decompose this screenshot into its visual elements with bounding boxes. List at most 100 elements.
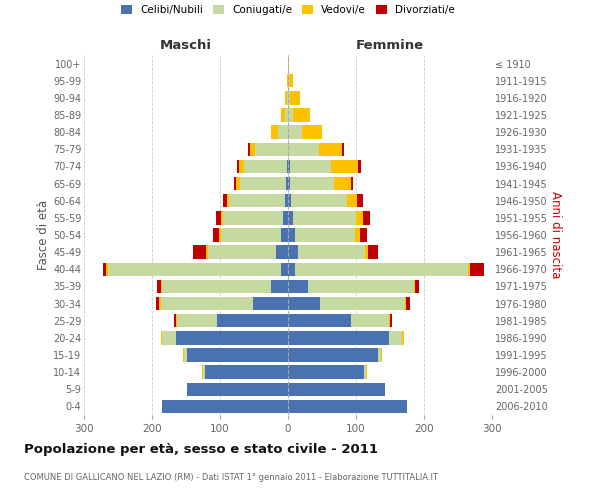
Bar: [236, 177, 240, 190]
Bar: [308, 280, 414, 293]
Bar: [271, 280, 288, 293]
Bar: [288, 366, 364, 379]
Bar: [239, 160, 244, 173]
Bar: [356, 211, 363, 224]
Bar: [288, 262, 295, 276]
Bar: [288, 314, 351, 328]
Bar: [288, 57, 289, 70]
Bar: [389, 331, 402, 344]
Bar: [295, 262, 468, 276]
Bar: [288, 246, 298, 259]
Bar: [288, 382, 385, 396]
Bar: [331, 160, 358, 173]
Bar: [288, 126, 302, 139]
Bar: [287, 160, 288, 173]
Bar: [244, 160, 287, 173]
Bar: [281, 228, 288, 241]
Bar: [206, 246, 208, 259]
Bar: [217, 314, 288, 328]
Bar: [156, 297, 160, 310]
Y-axis label: Anni di nascita: Anni di nascita: [548, 192, 562, 278]
Bar: [288, 91, 290, 104]
Bar: [288, 348, 378, 362]
Bar: [351, 177, 353, 190]
Bar: [176, 314, 177, 328]
Bar: [205, 366, 288, 379]
Bar: [184, 348, 187, 362]
Bar: [358, 160, 361, 173]
Bar: [343, 142, 344, 156]
Bar: [220, 228, 221, 241]
Y-axis label: Fasce di età: Fasce di età: [37, 200, 50, 270]
Bar: [289, 74, 293, 88]
Bar: [287, 74, 288, 88]
Bar: [286, 177, 288, 190]
Bar: [381, 348, 382, 362]
Bar: [248, 142, 250, 156]
Bar: [347, 194, 358, 207]
Bar: [216, 211, 221, 224]
Bar: [187, 382, 288, 396]
Bar: [302, 126, 322, 139]
Bar: [292, 194, 347, 207]
Bar: [368, 246, 379, 259]
Bar: [229, 194, 284, 207]
Bar: [293, 211, 356, 224]
Bar: [221, 228, 281, 241]
Bar: [256, 142, 288, 156]
Text: Popolazione per età, sesso e stato civile - 2011: Popolazione per età, sesso e stato civil…: [24, 442, 378, 456]
Bar: [271, 126, 278, 139]
Bar: [160, 297, 161, 310]
Bar: [237, 160, 239, 173]
Bar: [106, 262, 108, 276]
Bar: [253, 297, 288, 310]
Bar: [193, 246, 206, 259]
Bar: [319, 142, 343, 156]
Bar: [288, 108, 293, 122]
Bar: [283, 211, 288, 224]
Bar: [406, 297, 410, 310]
Bar: [366, 366, 367, 379]
Bar: [161, 331, 162, 344]
Bar: [234, 177, 236, 190]
Bar: [281, 108, 284, 122]
Bar: [290, 177, 334, 190]
Bar: [187, 348, 288, 362]
Bar: [405, 297, 406, 310]
Bar: [288, 142, 319, 156]
Bar: [351, 314, 389, 328]
Bar: [288, 400, 407, 413]
Bar: [276, 246, 288, 259]
Bar: [175, 314, 176, 328]
Bar: [363, 211, 370, 224]
Bar: [161, 280, 162, 293]
Bar: [287, 91, 288, 104]
Bar: [288, 228, 295, 241]
Bar: [221, 211, 223, 224]
Bar: [223, 211, 283, 224]
Bar: [355, 228, 360, 241]
Bar: [103, 262, 106, 276]
Bar: [288, 74, 289, 88]
Bar: [176, 331, 288, 344]
Bar: [212, 228, 220, 241]
Bar: [390, 314, 392, 328]
Bar: [389, 314, 390, 328]
Bar: [284, 194, 288, 207]
Bar: [334, 177, 351, 190]
Bar: [203, 366, 205, 379]
Bar: [284, 91, 287, 104]
Bar: [162, 400, 288, 413]
Text: Femmine: Femmine: [356, 38, 424, 52]
Bar: [288, 331, 389, 344]
Bar: [290, 160, 331, 173]
Bar: [227, 194, 229, 207]
Legend: Celibi/Nubili, Coniugati/e, Vedovi/e, Divorziati/e: Celibi/Nubili, Coniugati/e, Vedovi/e, Di…: [117, 1, 459, 20]
Bar: [161, 297, 253, 310]
Bar: [365, 246, 368, 259]
Bar: [295, 228, 355, 241]
Bar: [288, 194, 292, 207]
Bar: [177, 314, 217, 328]
Bar: [284, 108, 288, 122]
Bar: [414, 280, 415, 293]
